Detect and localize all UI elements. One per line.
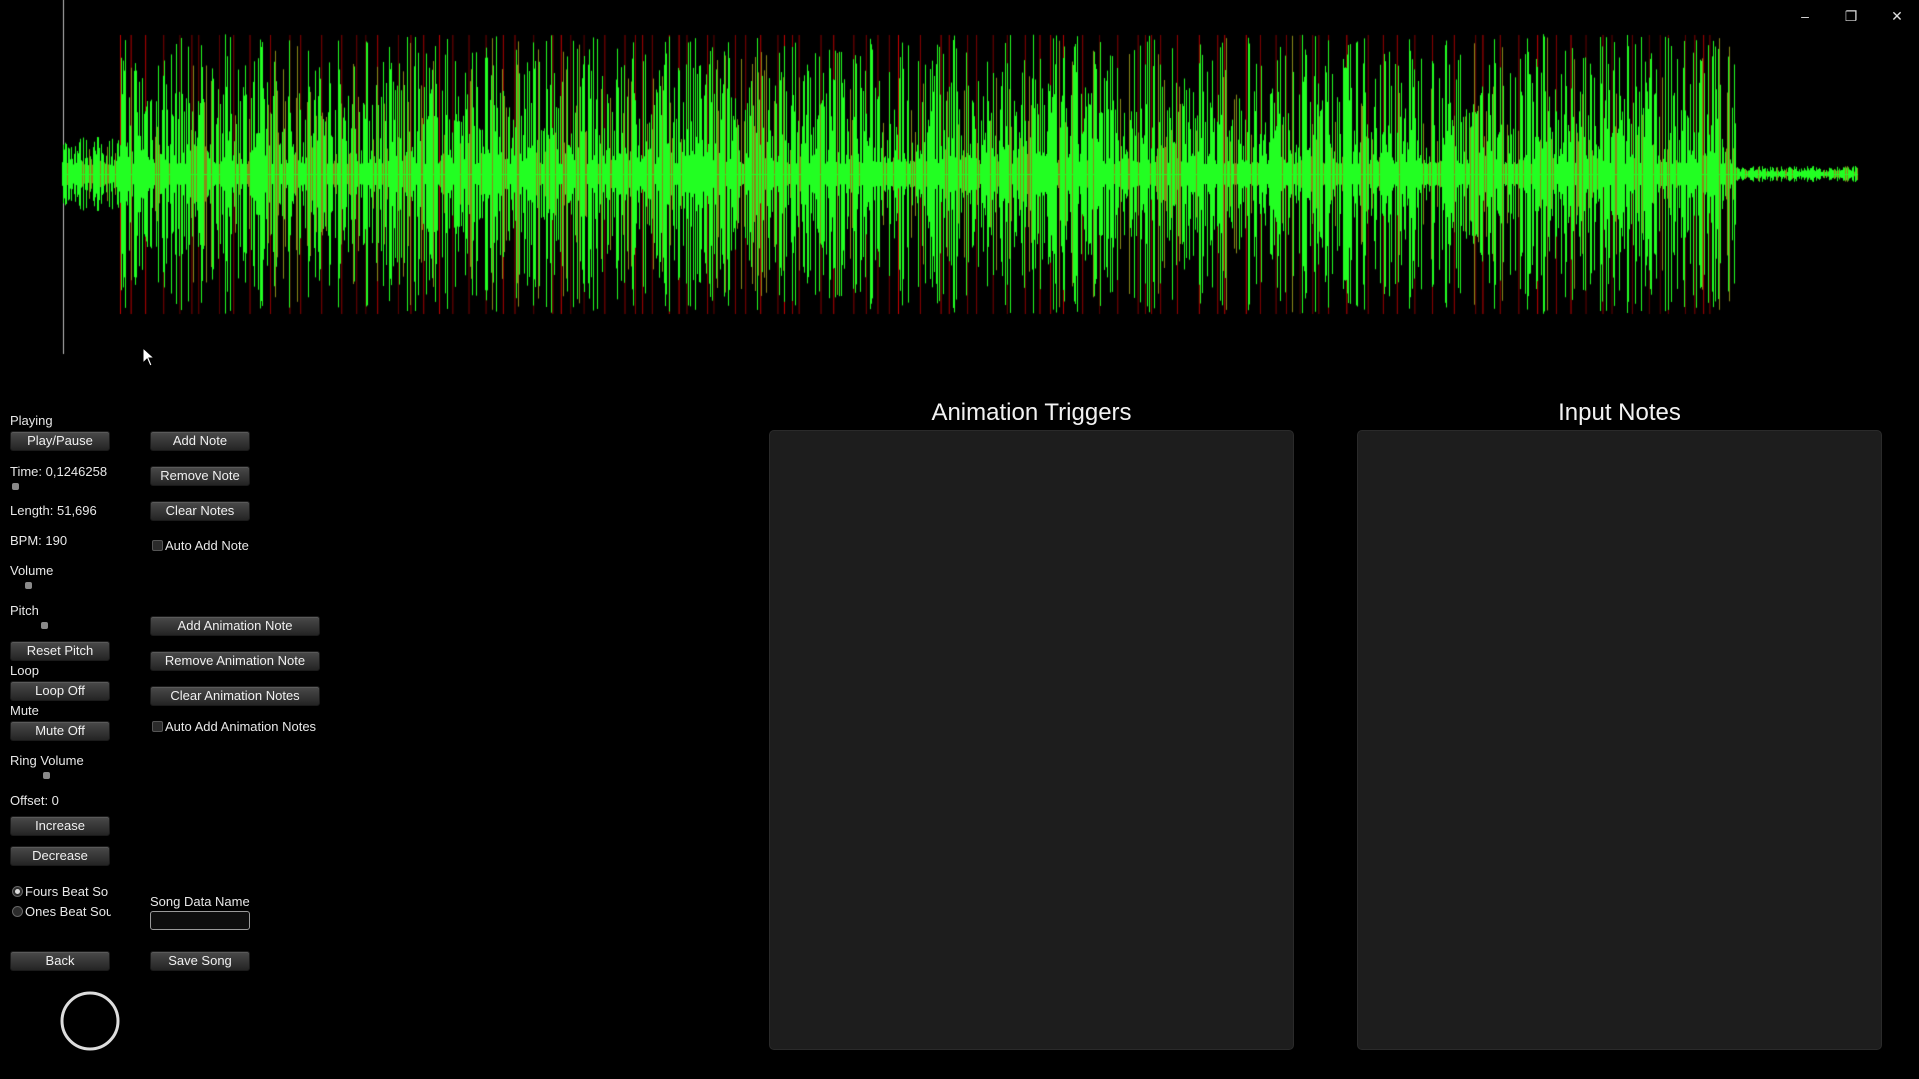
time-readout: Time: 0,1246258: [10, 464, 108, 479]
mute-toggle-button[interactable]: Mute Off: [10, 721, 110, 741]
fours-beat-radio[interactable]: [12, 886, 23, 897]
clear-notes-button[interactable]: Clear Notes: [150, 501, 250, 521]
pitch-slider-handle[interactable]: [41, 622, 48, 629]
length-readout: Length: 51,696: [10, 503, 97, 518]
remove-note-button[interactable]: Remove Note: [150, 466, 250, 486]
save-song-button[interactable]: Save Song: [150, 951, 250, 971]
clear-animation-notes-button[interactable]: Clear Animation Notes: [150, 686, 320, 706]
increase-offset-button[interactable]: Increase: [10, 816, 110, 836]
offset-readout: Offset: 0: [10, 793, 59, 808]
restore-button[interactable]: ❐: [1844, 8, 1858, 24]
auto-add-note-label: Auto Add Note: [165, 538, 249, 553]
auto-add-animation-notes-checkbox[interactable]: [152, 721, 163, 732]
time-slider-handle[interactable]: [12, 483, 19, 490]
song-data-name-label: Song Data Name: [150, 894, 250, 909]
playing-label: Playing: [10, 413, 53, 428]
input-notes-title: Input Notes: [1558, 399, 1681, 426]
loop-label: Loop: [10, 663, 39, 678]
add-animation-note-button[interactable]: Add Animation Note: [150, 616, 320, 636]
minimize-button[interactable]: –: [1801, 8, 1809, 24]
loop-toggle-button[interactable]: Loop Off: [10, 681, 110, 701]
auto-add-animation-notes-label: Auto Add Animation Notes: [165, 719, 317, 734]
animation-triggers-title: Animation Triggers: [931, 399, 1132, 426]
bpm-readout: BPM: 190: [10, 533, 68, 548]
ones-beat-radio[interactable]: [12, 906, 23, 917]
add-note-button[interactable]: Add Note: [150, 431, 250, 451]
reset-pitch-button[interactable]: Reset Pitch: [10, 641, 110, 661]
close-button[interactable]: ✕: [1891, 8, 1903, 24]
song-data-name-input[interactable]: [150, 911, 250, 930]
ones-beat-label: Ones Beat Sou: [25, 904, 111, 919]
waveform-display[interactable]: [0, 0, 1919, 360]
input-notes-panel[interactable]: [1357, 430, 1882, 1050]
pitch-label: Pitch: [10, 603, 39, 618]
remove-animation-note-button[interactable]: Remove Animation Note: [150, 651, 320, 671]
volume-label: Volume: [10, 563, 54, 578]
auto-add-note-checkbox[interactable]: [152, 540, 163, 551]
fours-beat-label: Fours Beat So: [25, 884, 109, 899]
animation-triggers-panel[interactable]: [769, 430, 1294, 1050]
mouse-cursor-icon: [142, 347, 156, 367]
mute-label: Mute: [10, 703, 39, 718]
play-pause-button[interactable]: Play/Pause: [10, 431, 110, 451]
decrease-offset-button[interactable]: Decrease: [10, 846, 110, 866]
ring-volume-label: Ring Volume: [10, 753, 84, 768]
back-button[interactable]: Back: [10, 951, 110, 971]
loading-ring-icon: [60, 991, 120, 1051]
volume-slider-handle[interactable]: [25, 582, 32, 589]
ring-volume-slider-handle[interactable]: [43, 772, 50, 779]
